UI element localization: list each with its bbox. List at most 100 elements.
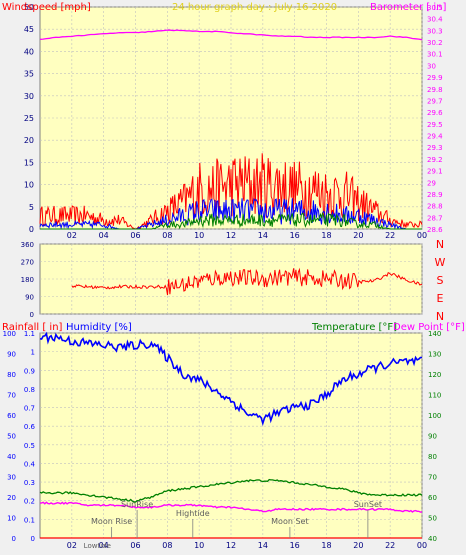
rainfall-tick-label: 0.8 <box>24 386 35 394</box>
barometer-tick-label: 28.8 <box>427 203 443 211</box>
barometer-tick-label: 30 <box>427 62 436 70</box>
windspeed-tick-label: 20 <box>24 136 34 145</box>
humidity-tick-label: 20 <box>7 494 16 502</box>
direction-tick-label: 0 <box>30 311 34 319</box>
x-tick-label-bottom: 02 <box>67 541 77 550</box>
humidity-axis-label: Humidity [%] <box>66 322 132 333</box>
x-tick-label-bottom: 20 <box>353 541 363 550</box>
humidity-tick-label: 90 <box>7 351 16 359</box>
direction-tick-label: 90 <box>25 294 34 302</box>
wind-series-line <box>39 198 422 230</box>
temperature-tick-label: 70 <box>428 474 437 482</box>
rainfall-tick-label: 0.5 <box>24 442 35 450</box>
bottom-series-line <box>39 501 423 513</box>
rainfall-tick-label: 0.3 <box>24 479 35 487</box>
barometer-tick-label: 30.3 <box>427 27 443 35</box>
dewpoint-axis-label: Dew Point [°F] <box>393 322 465 333</box>
barometer-tick-label: 30.2 <box>427 39 443 47</box>
wind-direction-series-line <box>71 267 423 296</box>
barometer-tick-label: 28.9 <box>427 191 443 199</box>
temperature-axis-label: Temperature [°F] <box>311 322 397 333</box>
x-tick-label-bottom: 04 <box>99 541 109 550</box>
windspeed-tick-label: 0 <box>29 225 34 234</box>
x-tick-label-top: 06 <box>130 231 140 240</box>
event-label: Hightide <box>176 509 210 518</box>
windspeed-tick-label: 35 <box>24 70 34 79</box>
x-tick-label-top: 22 <box>385 231 395 240</box>
windspeed-tick-label: 10 <box>24 181 34 190</box>
compass-label: W <box>435 256 446 269</box>
bottom-series-line <box>39 331 422 427</box>
labels-layer: 0202040406060808101012121414161618182020… <box>3 3 446 550</box>
rainfall-tick-label: 0.4 <box>24 460 36 468</box>
barometer-tick-label: 29.1 <box>427 168 443 176</box>
x-tick-label-bottom: 18 <box>321 541 331 550</box>
humidity-tick-label: 30 <box>7 474 16 482</box>
event-label: SunSet <box>354 500 382 509</box>
chart-title: 24 hour graph day : July 16 2020 <box>172 2 337 13</box>
rainfall-tick-label: 0.1 <box>24 516 35 524</box>
barometer-tick-label: 29.3 <box>427 144 443 152</box>
x-tick-label-bottom: 16 <box>290 541 300 550</box>
event-label: Moon Set <box>271 517 308 526</box>
rainfall-tick-label: 0.9 <box>24 367 35 375</box>
rainfall-tick-label: 0.6 <box>24 423 36 431</box>
temperature-tick-label: 40 <box>428 535 437 543</box>
humidity-tick-label: 0 <box>12 535 16 543</box>
barometer-tick-label: 29.2 <box>427 156 443 164</box>
windspeed-tick-label: 5 <box>29 203 34 212</box>
barometer-tick-label: 29.9 <box>427 74 443 82</box>
barometer-tick-label: 30.5 <box>427 4 443 12</box>
windspeed-tick-label: 50 <box>24 3 34 12</box>
lowtide-label: Lowtide <box>84 542 111 550</box>
x-tick-label-bottom: 14 <box>258 541 268 550</box>
temperature-tick-label: 60 <box>428 494 437 502</box>
temperature-tick-label: 110 <box>428 392 441 400</box>
temperature-tick-label: 100 <box>428 412 441 420</box>
x-tick-label-bottom: 22 <box>385 541 395 550</box>
humidity-tick-label: 40 <box>7 453 16 461</box>
x-tick-label-top: 00 <box>417 231 427 240</box>
direction-tick-label: 180 <box>21 276 34 284</box>
rainfall-tick-label: 0.7 <box>24 405 35 413</box>
series-layer <box>39 29 423 539</box>
barometer-tick-label: 29.5 <box>427 121 443 129</box>
windspeed-tick-label: 30 <box>24 92 34 101</box>
windspeed-axis-label: Windspeed [mph] <box>2 2 91 13</box>
x-tick-label-bottom: 00 <box>417 541 427 550</box>
x-tick-label-bottom: 08 <box>162 541 172 550</box>
x-tick-label-top: 14 <box>258 231 268 240</box>
compass-label: S <box>437 274 444 287</box>
x-tick-label-top: 12 <box>226 231 236 240</box>
temperature-tick-label: 50 <box>428 515 437 523</box>
barometer-tick-label: 30.1 <box>427 51 443 59</box>
barometer-tick-label: 29.8 <box>427 86 443 94</box>
wind-series-line <box>40 212 422 230</box>
x-tick-label-top: 16 <box>290 231 300 240</box>
temperature-tick-label: 130 <box>428 351 441 359</box>
rainfall-tick-label: 1.1 <box>24 330 35 338</box>
temperature-tick-label: 120 <box>428 371 441 379</box>
humidity-tick-label: 100 <box>3 330 16 338</box>
barometer-tick-label: 29.7 <box>427 97 443 105</box>
event-label: Moon Rise <box>91 517 132 526</box>
barometer-series-line <box>39 29 423 41</box>
temperature-tick-label: 140 <box>428 330 441 338</box>
x-tick-label-bottom: 10 <box>194 541 204 550</box>
rainfall-axis-label: Rainfall [ in] <box>2 322 63 333</box>
x-tick-label-top: 08 <box>162 231 172 240</box>
humidity-tick-label: 70 <box>7 392 16 400</box>
compass-label: E <box>437 292 444 305</box>
rainfall-tick-label: 0 <box>31 535 35 543</box>
temperature-tick-label: 90 <box>428 433 437 441</box>
barometer-tick-label: 29 <box>427 179 436 187</box>
rainfall-tick-label: 1 <box>31 349 35 357</box>
event-label: SunRise <box>121 500 153 509</box>
rainfall-tick-label: 0.2 <box>24 498 35 506</box>
x-tick-label-top: 10 <box>194 231 204 240</box>
windspeed-tick-label: 40 <box>24 47 34 56</box>
barometer-tick-label: 28.6 <box>427 226 443 234</box>
barometer-tick-label: 29.6 <box>427 109 443 117</box>
barometer-axis-label: Barometer [ in] <box>370 2 446 13</box>
